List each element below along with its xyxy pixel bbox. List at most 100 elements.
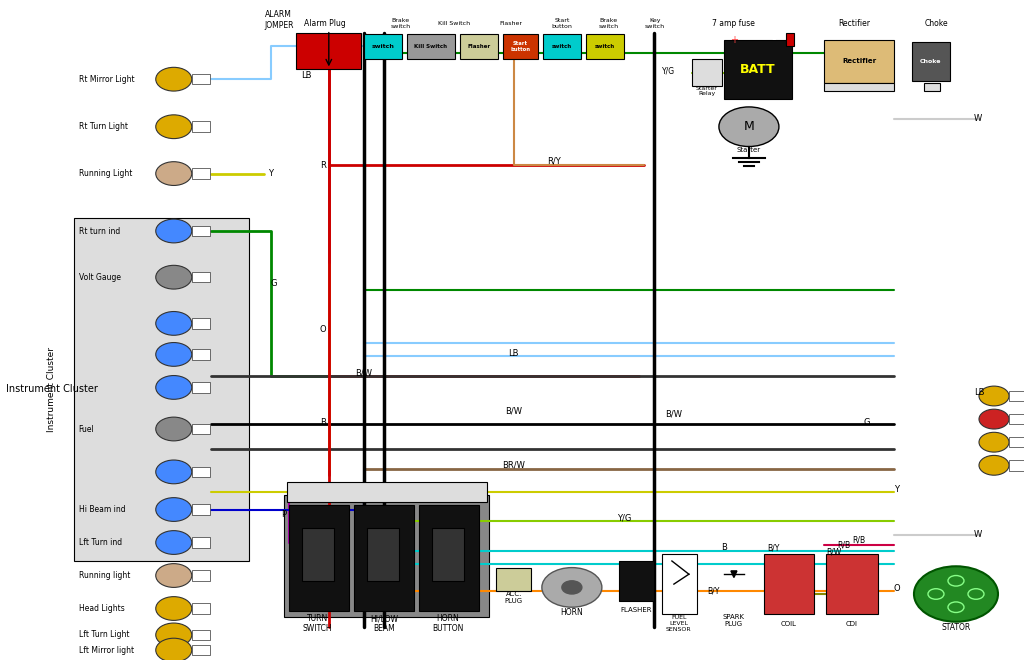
FancyBboxPatch shape [824,83,894,91]
Text: Rectifier: Rectifier [838,18,870,28]
Text: LB: LB [974,388,984,397]
Text: Lft Mirror light: Lft Mirror light [79,645,134,655]
Text: R/Y: R/Y [547,156,561,166]
Text: Rt turn ind: Rt turn ind [79,226,120,236]
Bar [191,226,210,236]
Text: BATT: BATT [740,63,776,76]
Text: Alarm Plug: Alarm Plug [304,18,346,28]
Bar [191,467,210,477]
Circle shape [156,531,191,554]
Text: B/Y: B/Y [768,543,780,552]
Text: switch: switch [595,44,615,50]
Circle shape [719,107,779,147]
Text: R/B: R/B [852,535,865,544]
FancyBboxPatch shape [824,40,894,82]
Text: B/Y: B/Y [708,586,720,595]
FancyBboxPatch shape [662,554,697,614]
Text: switch: switch [372,44,394,50]
Circle shape [542,568,602,607]
Text: Starter: Starter [737,147,761,154]
FancyBboxPatch shape [432,528,464,581]
Text: W: W [974,114,982,123]
Text: B/W: B/W [826,548,842,557]
Circle shape [156,343,191,366]
Circle shape [156,67,191,91]
FancyBboxPatch shape [289,505,349,610]
Text: Y: Y [894,485,899,494]
Text: Kill Switch: Kill Switch [415,44,447,50]
Text: ALARM
JOMPER: ALARM JOMPER [264,10,294,30]
Text: Flasher: Flasher [467,44,490,50]
Text: Rt Mirror Light: Rt Mirror Light [79,75,134,84]
Text: O: O [894,584,900,593]
Text: COIL: COIL [781,620,797,627]
FancyBboxPatch shape [74,218,249,561]
Bar [191,603,210,614]
Circle shape [156,312,191,335]
Circle shape [979,432,1009,452]
FancyBboxPatch shape [302,528,334,581]
Text: Instrument Cluster: Instrument Cluster [6,384,97,395]
Circle shape [156,623,191,647]
Text: Lft Turn ind: Lft Turn ind [79,538,122,547]
FancyBboxPatch shape [826,554,878,614]
Bar [191,630,210,640]
Bar [191,537,210,548]
FancyBboxPatch shape [503,34,538,59]
Text: switch: switch [552,44,572,50]
Bar [191,424,210,434]
Bar [191,74,210,84]
Circle shape [979,455,1009,475]
Text: BR/W: BR/W [503,461,525,470]
Circle shape [156,638,191,660]
Text: SPARK
PLUG: SPARK PLUG [723,614,744,627]
Polygon shape [731,571,737,578]
Text: STATOR: STATOR [941,622,971,632]
Circle shape [156,460,191,484]
Text: W: W [974,530,982,539]
Bar [1009,391,1024,401]
Text: Instrument Cluster: Instrument Cluster [47,347,56,432]
Circle shape [156,417,191,441]
Text: B/W: B/W [506,406,522,415]
Bar [1009,414,1024,424]
Text: Running Light: Running Light [79,169,132,178]
Text: O: O [319,325,326,335]
Text: Flasher: Flasher [500,20,522,26]
Circle shape [156,564,191,587]
Circle shape [156,265,191,289]
Text: CDI: CDI [846,620,858,627]
Circle shape [156,498,191,521]
Text: R/B: R/B [838,540,851,549]
Text: B/W: B/W [355,368,373,378]
FancyBboxPatch shape [460,34,498,59]
Text: Kill Switch: Kill Switch [438,20,470,26]
Text: G: G [864,418,870,427]
FancyBboxPatch shape [543,34,581,59]
Text: Y/G: Y/G [662,66,675,75]
Text: Rt Turn Light: Rt Turn Light [79,122,128,131]
FancyBboxPatch shape [407,34,455,59]
Text: G: G [270,279,278,288]
FancyBboxPatch shape [924,83,940,91]
Bar [191,382,210,393]
FancyBboxPatch shape [496,568,530,591]
Text: +: + [730,34,738,45]
Text: HI/LOW
BEAM: HI/LOW BEAM [370,614,397,634]
Text: -: - [772,33,776,46]
FancyBboxPatch shape [364,34,401,59]
Circle shape [156,376,191,399]
Bar [1009,437,1024,447]
Text: Starter
Relay: Starter Relay [696,86,718,96]
Circle shape [156,115,191,139]
Text: P: P [281,510,286,519]
Circle shape [979,386,1009,406]
Text: ACC.
PLUG: ACC. PLUG [505,591,523,604]
FancyBboxPatch shape [419,505,479,610]
Text: Start
button: Start button [510,42,530,52]
Bar [191,570,210,581]
Text: HORN: HORN [560,608,584,617]
Text: Key
switch: Key switch [645,18,665,28]
Text: Rectifier: Rectifier [842,58,876,64]
Text: M: M [743,120,755,133]
